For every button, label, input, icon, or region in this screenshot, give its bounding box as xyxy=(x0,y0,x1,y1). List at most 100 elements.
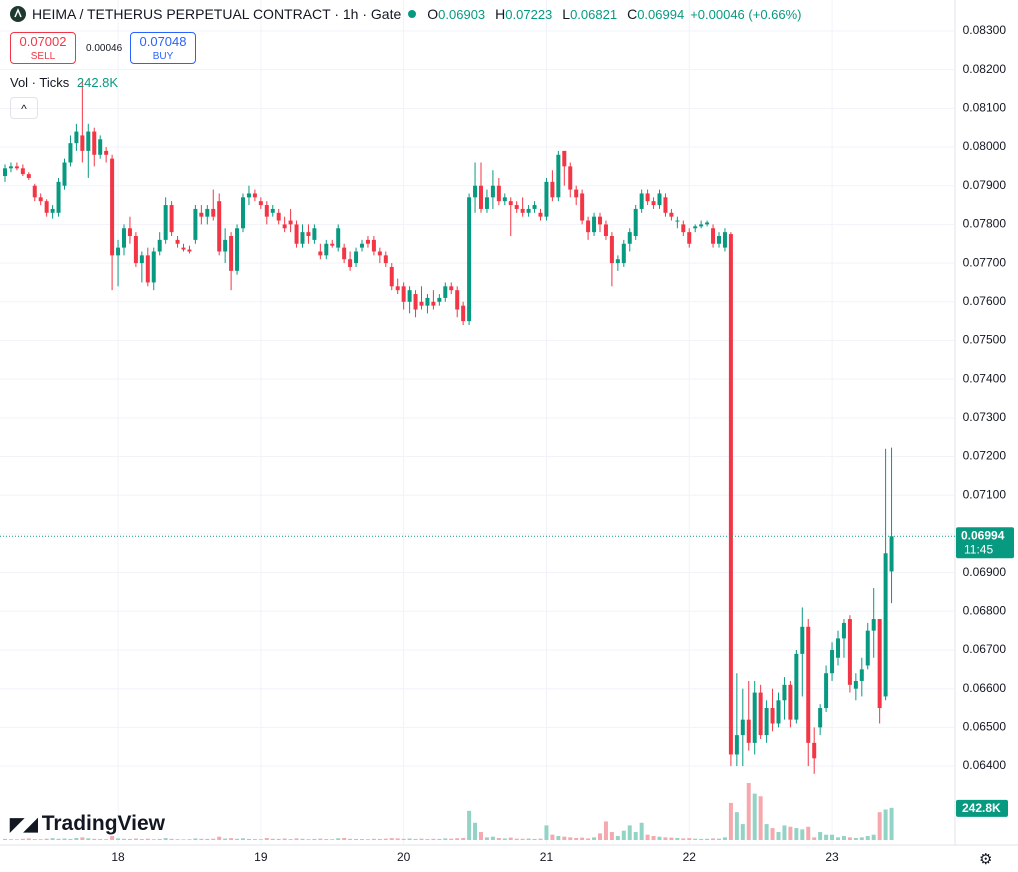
volume-bar xyxy=(740,824,745,840)
candle-body xyxy=(98,139,103,155)
collapse-button[interactable]: ^ xyxy=(10,97,38,119)
ohlc-key: L xyxy=(562,6,571,22)
volume-bar xyxy=(800,829,805,840)
candle-body xyxy=(258,201,263,206)
volume-bar xyxy=(395,838,400,840)
ohlc-key: H xyxy=(495,6,506,22)
volume-bar xyxy=(859,837,864,840)
candle-body xyxy=(342,247,347,260)
volume-bar xyxy=(592,837,597,840)
candle-body xyxy=(276,212,281,221)
candle-body xyxy=(264,205,269,217)
volume-legend: Vol · Ticks 242.8K xyxy=(10,75,118,90)
volume-bar xyxy=(651,836,656,840)
volume-bar xyxy=(44,838,49,840)
volume-bar xyxy=(711,838,716,840)
volume-bar xyxy=(633,832,638,840)
volume-title: Vol · Ticks xyxy=(10,75,70,90)
candle-body xyxy=(520,208,525,213)
volume-bar xyxy=(211,838,216,840)
volume-bar xyxy=(104,839,109,840)
logo-mark: ◤◢ xyxy=(10,814,38,834)
symbol-title: HEIMA / TETHERUS PERPETUAL CONTRACT · 1h… xyxy=(32,6,402,22)
candle-body xyxy=(38,197,43,202)
y-tick-label: 0.07200 xyxy=(963,449,1007,463)
candle-body xyxy=(336,228,341,248)
volume-bar xyxy=(657,836,662,840)
volume-bar xyxy=(235,838,240,840)
candle-body xyxy=(633,208,638,237)
candle-body xyxy=(675,220,680,222)
volume-bar xyxy=(360,839,364,840)
candle-body xyxy=(252,193,257,198)
volume-bar xyxy=(377,838,382,840)
buy-button[interactable]: 0.07048 BUY xyxy=(130,32,196,64)
candle-body xyxy=(223,239,228,252)
candle-body xyxy=(514,205,519,209)
candle-body xyxy=(479,185,483,209)
sell-button[interactable]: 0.07002 SELL xyxy=(10,32,76,64)
volume-bar xyxy=(241,838,245,840)
settings-button[interactable]: ⚙ xyxy=(979,851,993,868)
candle-body xyxy=(740,719,745,736)
candle-body xyxy=(145,255,150,283)
volume-bar xyxy=(354,838,359,840)
volume-bar xyxy=(68,838,73,840)
volume-bar xyxy=(865,836,870,840)
candle-body xyxy=(603,224,608,237)
volume-bar xyxy=(187,839,192,840)
volume-bar xyxy=(484,837,489,840)
volume-bar xyxy=(38,839,43,840)
volume-bar xyxy=(490,836,495,840)
candle-body xyxy=(354,251,359,264)
volume-bar xyxy=(830,834,835,840)
candle-body xyxy=(324,243,329,256)
candle-body xyxy=(26,174,31,178)
y-tick-label: 0.07400 xyxy=(963,371,1007,385)
candle-body xyxy=(627,232,632,244)
volume-bar xyxy=(508,837,513,840)
volume-bar xyxy=(847,837,852,840)
volume-last-box xyxy=(956,799,1008,817)
candle-body xyxy=(502,197,507,202)
candle-body xyxy=(44,201,49,213)
volume-bar xyxy=(383,838,388,840)
candle-body xyxy=(127,228,132,237)
volume-bar xyxy=(127,838,132,840)
candle-body xyxy=(609,236,614,264)
ohlc-key: C xyxy=(627,6,638,22)
candle-body xyxy=(467,197,472,322)
candle-body xyxy=(401,286,406,302)
volume-bar xyxy=(92,838,97,840)
candle-body xyxy=(687,232,692,244)
candle-body xyxy=(169,205,174,233)
volume-bar xyxy=(562,836,567,840)
candle-body xyxy=(562,150,567,167)
candle-body xyxy=(496,185,501,202)
candle-body xyxy=(758,692,763,736)
candle-body xyxy=(110,158,115,256)
candle-body xyxy=(830,650,835,674)
volume-bar xyxy=(609,832,614,840)
volume-bar xyxy=(728,802,733,840)
header: HEIMA / TETHERUS PERPETUAL CONTRACT · 1h… xyxy=(10,6,802,22)
volume-bar xyxy=(145,838,150,840)
volume-bar xyxy=(532,838,537,840)
candle-body xyxy=(217,201,222,252)
volume-bar xyxy=(473,822,478,840)
candle-body xyxy=(80,135,85,151)
candle-body xyxy=(853,680,858,689)
volume-bar xyxy=(193,838,198,840)
candle-body xyxy=(871,619,876,631)
candle-body xyxy=(556,154,561,198)
volume-bar xyxy=(514,838,519,840)
volume-bar xyxy=(169,838,174,840)
volume-bar xyxy=(526,838,531,840)
candle-body xyxy=(116,247,121,256)
volume-bar xyxy=(294,838,299,840)
volume-bar xyxy=(794,828,799,840)
candle-body xyxy=(193,208,198,240)
volume-bar xyxy=(139,839,144,840)
candle-body xyxy=(705,222,710,225)
